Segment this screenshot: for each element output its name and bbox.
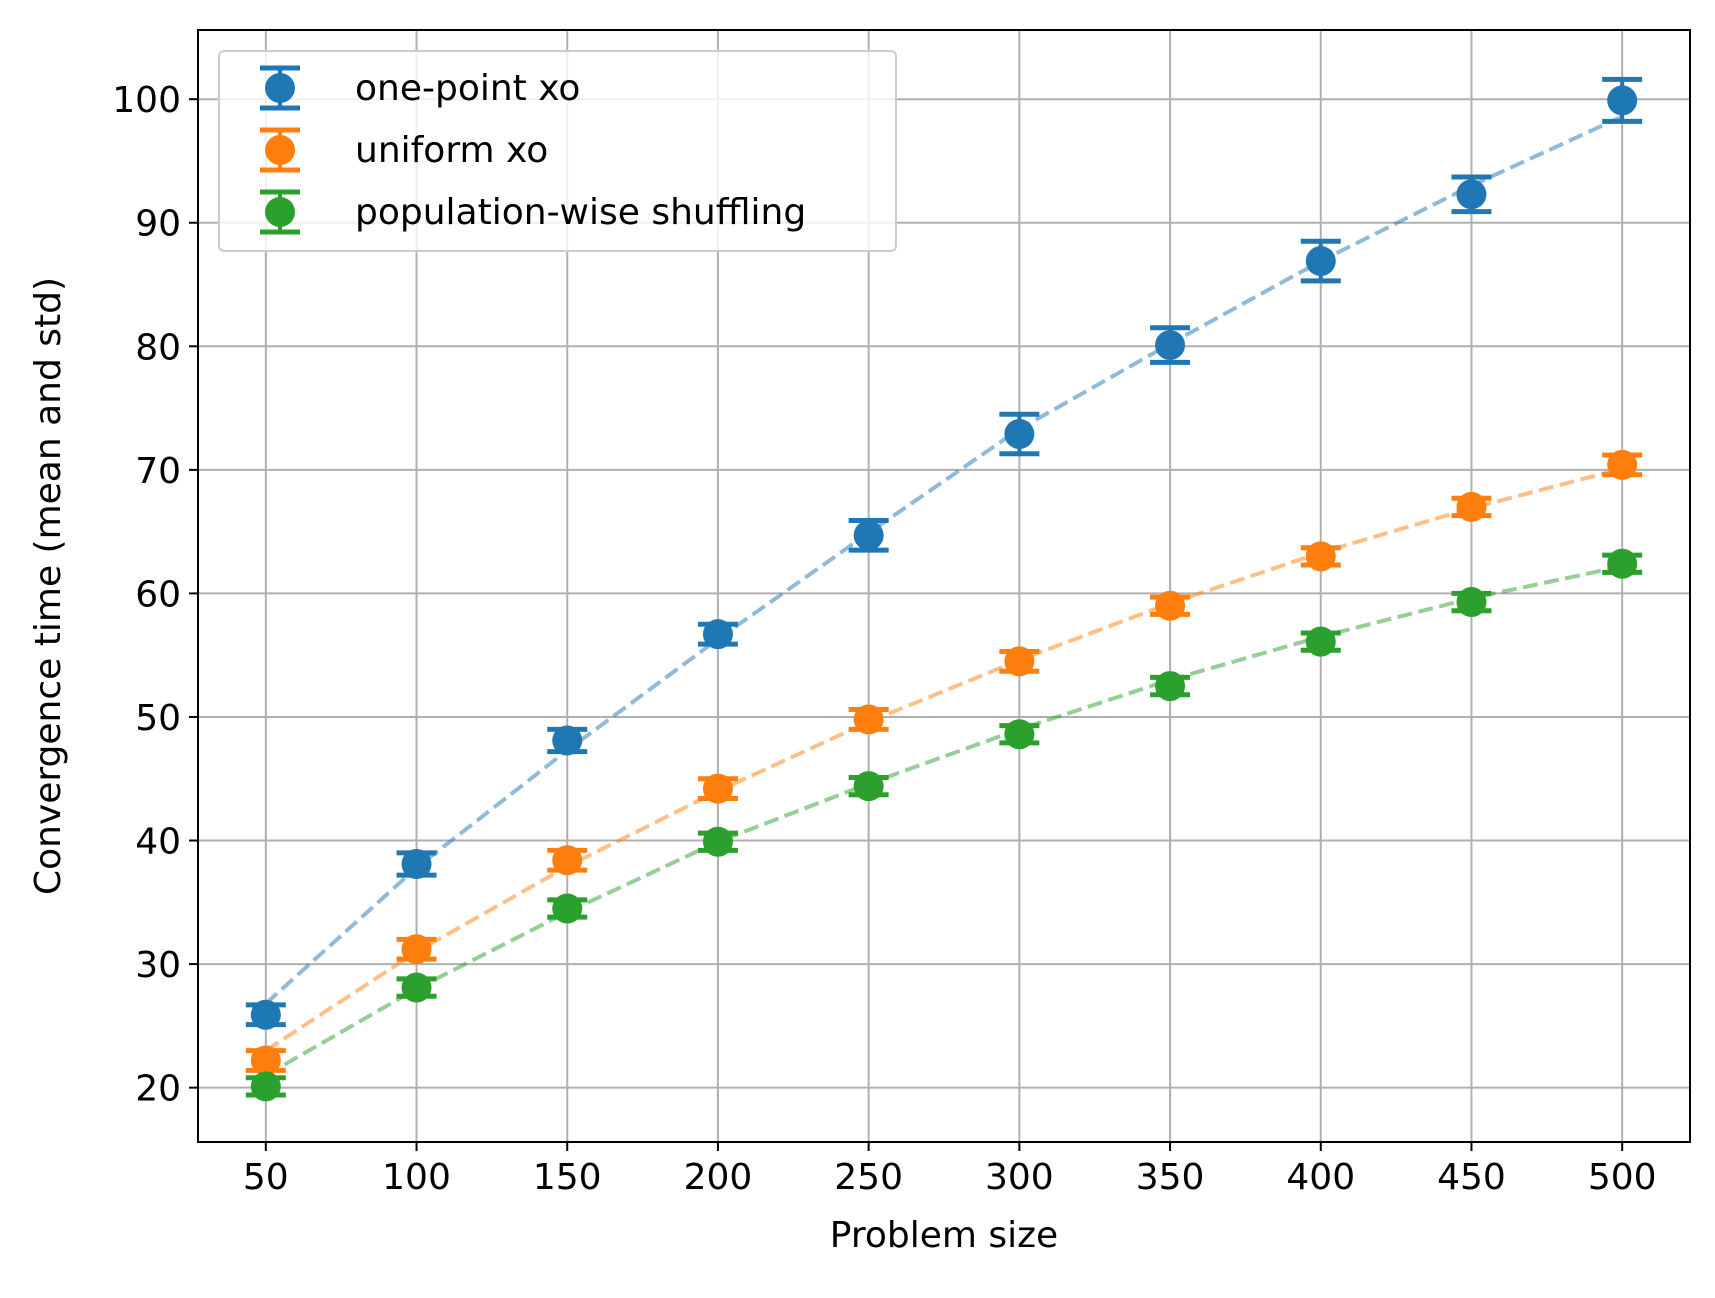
legend-label: population-wise shuffling <box>355 192 806 233</box>
x-tick-label: 500 <box>1588 1157 1657 1198</box>
data-point <box>1607 449 1638 480</box>
data-point <box>1305 626 1336 657</box>
data-point <box>1004 719 1035 750</box>
legend-marker <box>265 197 295 227</box>
x-axis-label: Problem size <box>830 1215 1058 1256</box>
x-tick-label: 250 <box>834 1157 903 1198</box>
data-point <box>552 725 583 756</box>
data-point <box>250 1045 281 1076</box>
data-point <box>250 999 281 1030</box>
data-point <box>401 849 432 879</box>
data-point <box>853 771 884 802</box>
data-point <box>1305 246 1336 277</box>
legend-label: one-point xo <box>355 68 580 109</box>
data-point <box>853 704 884 735</box>
data-point <box>702 619 733 650</box>
data-point <box>1456 179 1487 210</box>
data-point <box>1155 590 1186 621</box>
legend-marker <box>265 135 295 165</box>
fit-line <box>264 466 1623 1053</box>
x-tick-label: 200 <box>684 1157 753 1198</box>
data-point <box>1607 548 1638 579</box>
fit-lines <box>264 114 1624 1078</box>
data-point <box>552 893 583 924</box>
plot-frame <box>197 29 1691 1143</box>
data-point <box>401 934 432 965</box>
y-tick-label: 80 <box>135 327 181 368</box>
y-axis-label: Convergence time (mean and std) <box>28 277 69 895</box>
data-point <box>1004 419 1035 450</box>
fit-line <box>264 564 1623 1078</box>
data-point <box>702 773 733 804</box>
x-tick-label: 100 <box>382 1157 451 1198</box>
data-point <box>1155 330 1186 361</box>
data-point <box>1305 541 1336 572</box>
data-point <box>1004 646 1035 677</box>
data-point <box>1456 491 1487 522</box>
data-point <box>1456 587 1487 618</box>
y-tick-label: 70 <box>135 451 181 492</box>
x-tick-label: 150 <box>533 1157 602 1198</box>
data-point <box>853 520 884 551</box>
y-tick-label: 20 <box>135 1069 181 1110</box>
fit-line <box>264 114 1624 1006</box>
x-axis-ticks: 50 100 150 200 250 300 350 400 450 500 <box>243 1142 1657 1198</box>
y-tick-label: 60 <box>135 574 181 615</box>
x-tick-label: 50 <box>243 1157 289 1198</box>
data-point <box>552 845 583 876</box>
legend: one-point xo uniform xo population-wise sh… <box>218 50 897 252</box>
legend-marker <box>265 73 295 103</box>
x-tick-label: 300 <box>985 1157 1054 1198</box>
y-tick-label: 90 <box>135 204 181 245</box>
data-markers <box>250 85 1638 1102</box>
data-point <box>1155 671 1186 702</box>
y-tick-label: 40 <box>135 822 181 863</box>
legend-label: uniform xo <box>355 130 548 171</box>
y-tick-label: 50 <box>135 698 181 739</box>
data-point <box>401 972 432 1003</box>
y-tick-label: 30 <box>135 945 181 986</box>
x-tick-label: 350 <box>1136 1157 1205 1198</box>
legend-box <box>218 50 897 252</box>
data-point <box>250 1071 281 1102</box>
y-axis-ticks: 20 30 40 50 60 70 80 90 100 <box>112 80 198 1110</box>
x-tick-label: 450 <box>1437 1157 1506 1198</box>
data-point <box>702 826 733 857</box>
data-point <box>1607 85 1638 116</box>
x-tick-label: 400 <box>1286 1157 1355 1198</box>
y-tick-label: 100 <box>112 80 181 121</box>
